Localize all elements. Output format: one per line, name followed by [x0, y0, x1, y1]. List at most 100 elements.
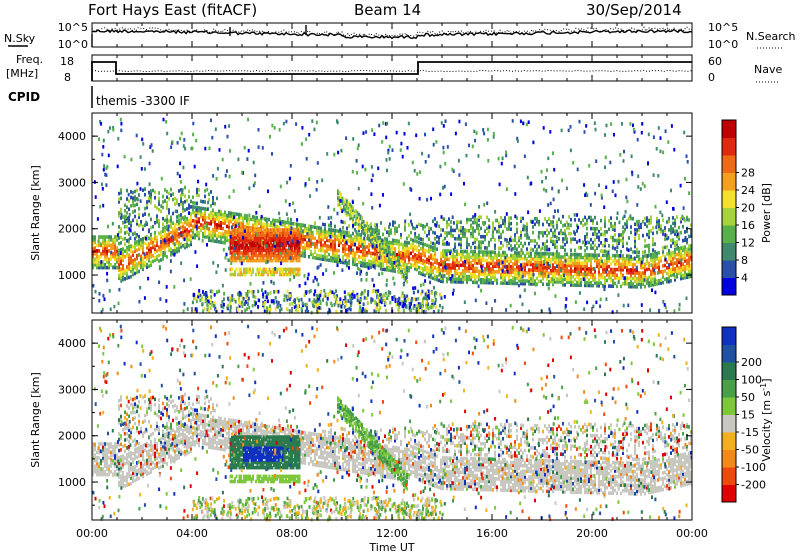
radar-cell — [646, 225, 648, 229]
radar-cell — [548, 280, 550, 284]
radar-cell — [174, 223, 176, 227]
radar-cell — [553, 279, 555, 283]
radar-cell — [610, 284, 612, 288]
radar-cell — [106, 235, 108, 239]
radar-cell — [646, 268, 648, 272]
radar-cell — [318, 254, 320, 258]
radar-cell — [158, 197, 160, 201]
radar-cell — [672, 227, 674, 231]
radar-cell — [280, 185, 282, 189]
radar-cell — [622, 282, 624, 286]
radar-cell — [95, 195, 97, 199]
radar-cell — [110, 251, 112, 255]
radar-cell — [586, 232, 588, 236]
radar-cell — [600, 281, 602, 285]
radar-cell — [650, 263, 652, 267]
radar-cell — [460, 237, 462, 241]
radar-cell — [368, 266, 370, 270]
radar-cell — [622, 254, 624, 258]
radar-cell — [217, 167, 219, 171]
radar-cell — [236, 218, 238, 222]
radar-cell — [678, 308, 680, 312]
radar-cell — [188, 219, 190, 223]
radar-cell — [672, 251, 674, 255]
radar-cell — [644, 245, 646, 249]
radar-cell — [105, 183, 107, 187]
radar-cell — [628, 254, 630, 258]
radar-cell — [170, 216, 172, 220]
radar-cell — [128, 233, 130, 237]
radar-cell — [172, 249, 174, 253]
radar-cell — [202, 232, 204, 236]
radar-cell — [403, 182, 405, 186]
radar-cell — [592, 273, 594, 277]
radar-cell — [646, 244, 648, 248]
radar-cell — [618, 276, 620, 280]
radar-cell — [154, 204, 156, 208]
radar-cell — [452, 292, 454, 296]
radar-cell — [182, 166, 184, 170]
radar-cell — [384, 268, 386, 272]
nave-line — [92, 70, 692, 71]
radar-cell — [588, 164, 590, 168]
radar-cell — [466, 275, 468, 279]
radar-cell — [202, 207, 204, 211]
radar-cell — [594, 192, 596, 196]
radar-cell — [532, 231, 534, 235]
radar-cell — [154, 231, 156, 235]
radar-cell — [458, 252, 460, 256]
radar-cell — [150, 261, 152, 265]
radar-cell — [430, 245, 432, 249]
radar-cell — [646, 216, 648, 220]
radar-cell — [166, 132, 168, 136]
radar-cell — [644, 217, 646, 221]
radar-cell — [200, 200, 202, 204]
radar-cell — [414, 245, 416, 249]
radar-cell — [172, 227, 174, 231]
radar-cell — [534, 223, 536, 227]
radar-cell — [412, 226, 414, 230]
radar-cell — [508, 257, 510, 261]
radar-cell — [580, 253, 582, 257]
radar-cell — [288, 247, 290, 251]
radar-cell — [358, 255, 360, 259]
radar-cell — [598, 183, 600, 187]
radar-cell — [405, 276, 407, 280]
radar-cell — [210, 230, 212, 234]
radar-cell — [498, 247, 500, 251]
radar-cell — [612, 236, 614, 240]
radar-cell — [604, 230, 606, 234]
radar-cell — [673, 148, 675, 152]
radar-cell — [616, 216, 618, 220]
radar-cell — [218, 240, 220, 244]
radar-cell — [212, 209, 214, 213]
radar-cell — [149, 182, 151, 186]
radar-cell — [134, 241, 136, 245]
radar-cell — [214, 202, 216, 206]
radar-cell — [388, 230, 390, 234]
radar-cell — [522, 275, 524, 279]
radar-cell — [561, 179, 563, 183]
radar-cell — [197, 180, 199, 184]
radar-cell — [472, 221, 474, 225]
radar-cell — [500, 233, 502, 237]
radar-cell — [152, 189, 154, 193]
radar-cell — [306, 232, 308, 236]
radar-cell — [665, 129, 667, 133]
radar-cell — [273, 223, 275, 227]
radar-cell — [576, 253, 578, 257]
radar-cell — [107, 130, 109, 134]
radar-cell — [618, 233, 620, 237]
radar-cell — [103, 168, 105, 172]
radar-cell — [184, 243, 186, 247]
radar-cell — [511, 248, 513, 252]
radar-cell — [476, 267, 478, 271]
radar-cell — [684, 265, 686, 269]
radar-cell — [610, 262, 612, 266]
radar-cell — [432, 231, 434, 235]
radar-cell — [377, 167, 379, 171]
radar-cell — [372, 245, 374, 249]
cpid-label: CPID — [8, 90, 40, 104]
radar-cell — [130, 221, 132, 225]
radar-cell — [144, 261, 146, 265]
